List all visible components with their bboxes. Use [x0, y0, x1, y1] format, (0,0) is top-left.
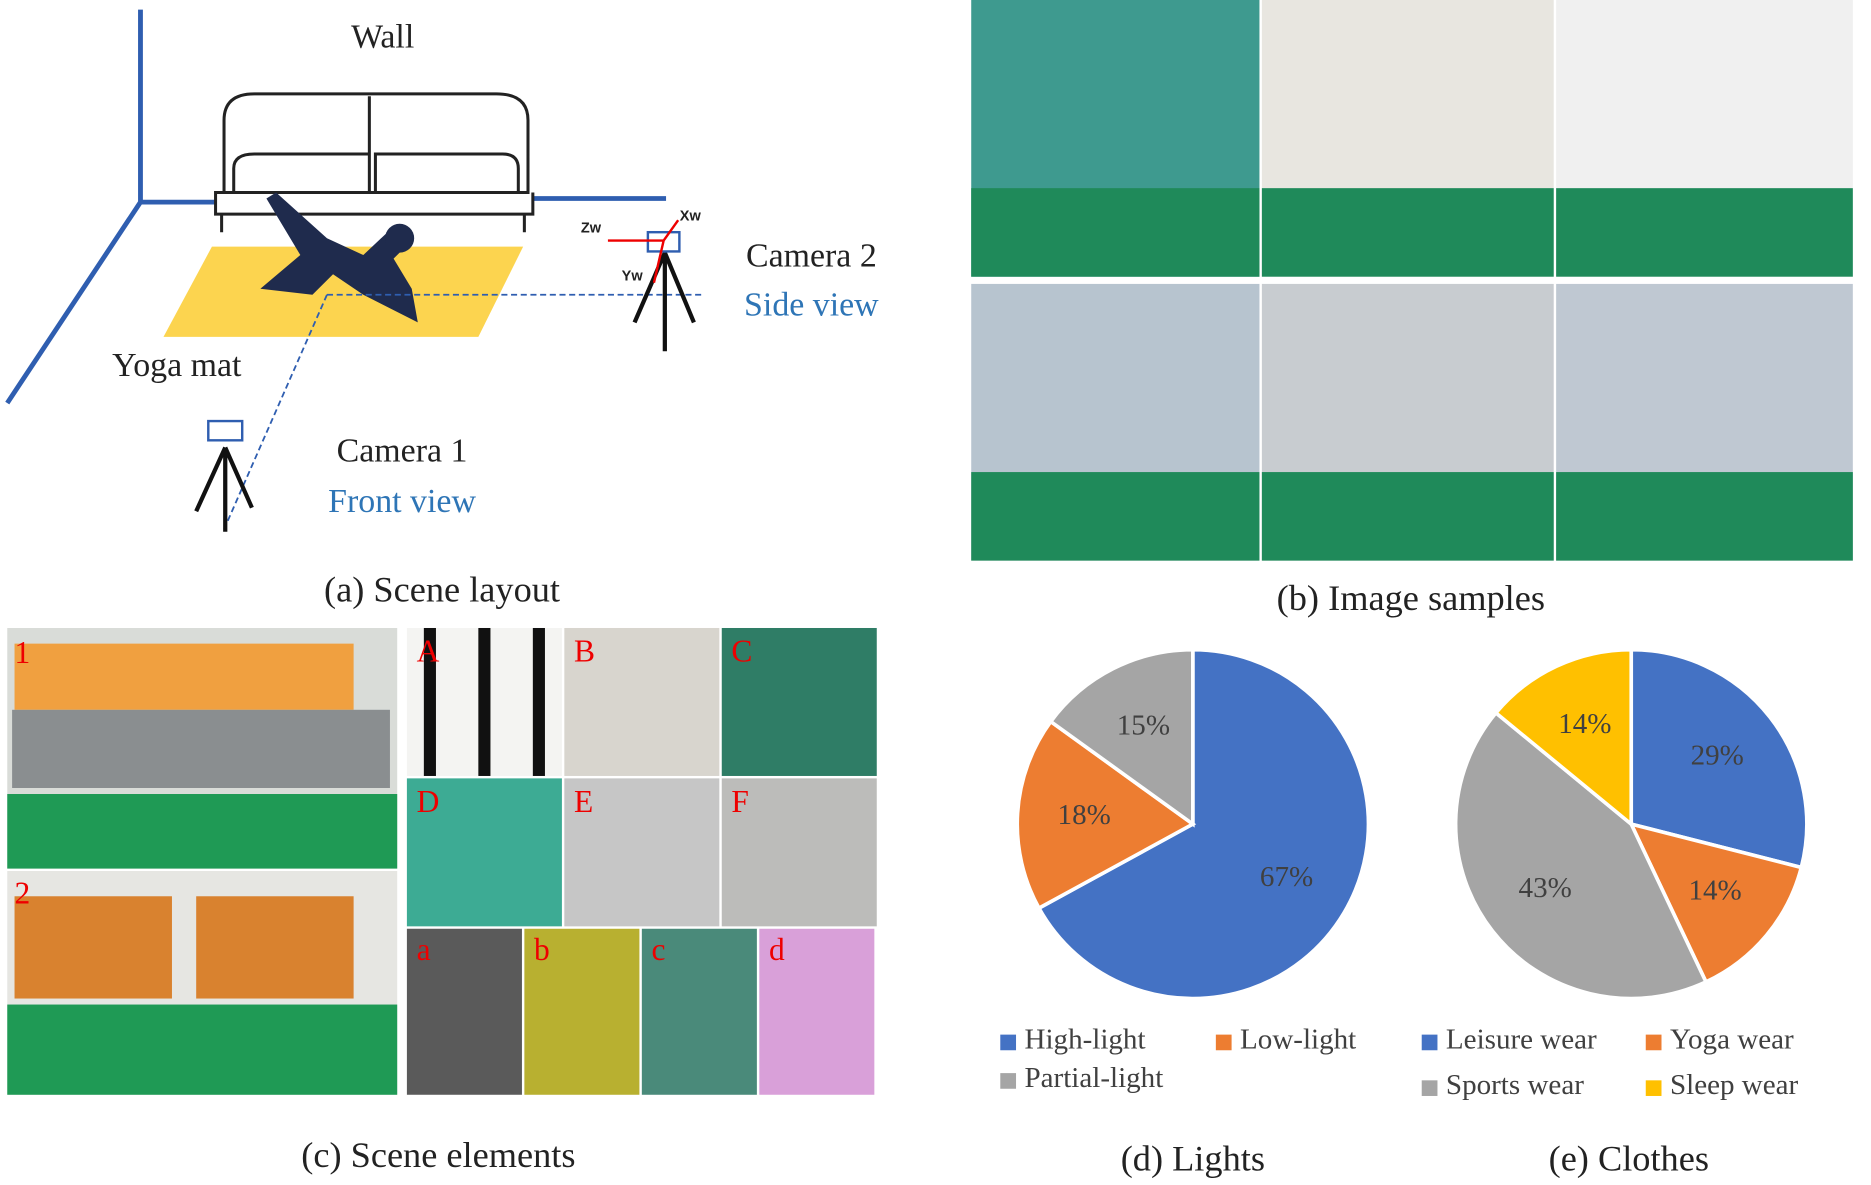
- value-label: 67%: [1260, 861, 1313, 893]
- legend-swatch: [1215, 1034, 1232, 1051]
- photo-sofa: [12, 709, 390, 788]
- camera-axes: [607, 219, 680, 283]
- sofa-drawing: [214, 92, 535, 233]
- photo-chair: [14, 896, 172, 999]
- element-label: d: [769, 932, 785, 967]
- legend-swatch: [1645, 1034, 1662, 1051]
- legend-label: Low-light: [1240, 1024, 1356, 1056]
- mat-label: Yoga mat: [112, 347, 242, 384]
- caption: (c) Scene elements: [301, 1135, 575, 1175]
- element-label: B: [574, 634, 595, 669]
- axis-label: Yw: [622, 269, 644, 285]
- photo: [406, 778, 562, 927]
- camera-1: [207, 419, 244, 442]
- value-label: 18%: [1058, 799, 1111, 831]
- photo-stripe: [423, 627, 436, 776]
- camera1-label: Camera 1: [337, 432, 468, 469]
- value-label: 14%: [1688, 875, 1741, 907]
- front-view-label: Front view: [328, 483, 476, 520]
- value-label: 43%: [1519, 872, 1572, 904]
- chart-title: (d) Lights: [1121, 1139, 1265, 1179]
- value-label: 14%: [1558, 708, 1611, 740]
- pie-slice: [1453, 710, 1709, 1001]
- element-label: D: [417, 784, 440, 819]
- wall-label: Wall: [351, 19, 414, 56]
- legend-label: Sleep wear: [1670, 1069, 1799, 1101]
- photo-floor: [7, 794, 398, 869]
- caption: (b) Image samples: [1277, 578, 1545, 618]
- photo: [564, 627, 720, 776]
- element-label: b: [534, 932, 550, 967]
- yoga-mat-drawing: [163, 246, 524, 337]
- photo: [721, 627, 877, 776]
- photo: [524, 928, 640, 1095]
- photo: [759, 928, 875, 1095]
- photo-floor: [7, 1004, 398, 1095]
- legend-swatch: [1421, 1034, 1438, 1051]
- axis-label: Xw: [680, 208, 702, 224]
- element-label: A: [417, 634, 440, 669]
- legend-swatch: [1000, 1034, 1017, 1051]
- element-label: F: [731, 784, 749, 819]
- photo-stripe: [478, 627, 491, 776]
- photo-chair: [196, 896, 354, 999]
- camera2-label: Camera 2: [746, 237, 877, 274]
- element-label: c: [652, 932, 666, 967]
- photo: [406, 928, 522, 1095]
- legend-swatch: [1000, 1073, 1017, 1089]
- photo-floor: [1556, 472, 1853, 561]
- pie-slice: [1048, 647, 1195, 828]
- person-silhouette: [260, 192, 418, 323]
- axis-label: Zw: [581, 220, 602, 236]
- scene-elements: (c) Scene elements 1 2 A B C D E Fa b c d: [7, 627, 877, 1175]
- value-label: 29%: [1691, 739, 1744, 771]
- photo-floor: [971, 188, 1260, 277]
- legend-label: Yoga wear: [1670, 1024, 1794, 1056]
- photo-stripe: [532, 627, 545, 776]
- view-lines: [223, 293, 703, 530]
- photo-floor: [1261, 472, 1554, 561]
- caption: (a) Scene layout: [324, 569, 560, 609]
- legend-label: Leisure wear: [1446, 1024, 1597, 1056]
- photo-sofa: [14, 643, 354, 710]
- pie-slice: [1627, 821, 1804, 985]
- element-label: 1: [15, 635, 31, 670]
- pie-slice: [1036, 647, 1371, 1001]
- legend-label: Partial-light: [1025, 1062, 1164, 1094]
- element-label: a: [417, 932, 431, 967]
- camera-tripods: [194, 251, 696, 532]
- legend-label: High-light: [1025, 1024, 1146, 1056]
- element-label: E: [574, 784, 593, 819]
- photo: [564, 778, 720, 927]
- legend-swatch: [1645, 1080, 1662, 1096]
- side-view-label: Side view: [744, 287, 879, 324]
- value-label: 15%: [1117, 709, 1170, 741]
- element-label: 2: [15, 876, 31, 911]
- person-head: [385, 223, 415, 253]
- pie-slice: [1015, 719, 1197, 911]
- legend-label: Sports wear: [1446, 1069, 1584, 1101]
- pie-slice: [1493, 647, 1634, 828]
- image-samples: (b) Image samples: [971, 0, 1853, 618]
- scene-layout: Wall Yoga mat Camera 1 Front view Camera…: [5, 9, 879, 609]
- chart-title: (e) Clothes: [1549, 1139, 1709, 1179]
- pie-slice: [1629, 647, 1809, 870]
- photo: [641, 928, 757, 1095]
- photo-floor: [971, 472, 1260, 561]
- photo-floor: [1556, 188, 1853, 277]
- photo-floor: [1261, 188, 1554, 277]
- legend-swatch: [1421, 1080, 1438, 1096]
- element-label: C: [731, 634, 752, 669]
- photo: [721, 778, 877, 927]
